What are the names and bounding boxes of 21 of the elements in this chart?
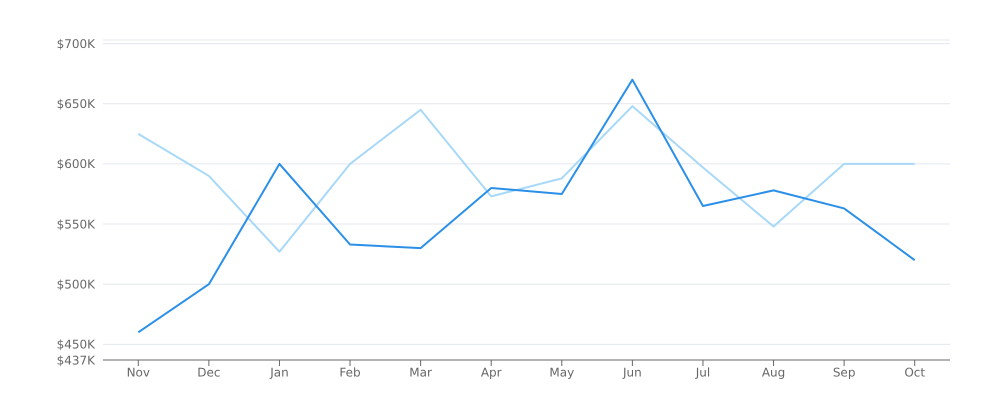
x-tick-label: Mar bbox=[409, 366, 432, 380]
y-tick-label: $437K bbox=[56, 353, 96, 368]
line-series bbox=[137, 78, 916, 334]
x-tick-label: Jan bbox=[269, 366, 289, 380]
y-tick-label: $550K bbox=[56, 217, 96, 232]
y-tick-label: $450K bbox=[56, 338, 96, 352]
x-tick-label: Dec bbox=[197, 366, 220, 380]
x-tick-label: Apr bbox=[480, 366, 502, 380]
x-tick-label: Feb bbox=[339, 366, 361, 380]
y-tick-label: $700K bbox=[56, 36, 96, 51]
x-tick-label: Aug bbox=[762, 366, 786, 380]
x-tick-label: Jun bbox=[622, 366, 642, 380]
y-tick-label: $500K bbox=[56, 277, 96, 292]
y-tick-label: $650K bbox=[56, 97, 96, 112]
x-tick-label: Oct bbox=[904, 366, 926, 380]
line-series bbox=[137, 105, 916, 253]
y-tick-label: $600K bbox=[56, 157, 96, 172]
x-tick-label: Jul bbox=[694, 366, 710, 380]
x-tick-label: Nov bbox=[126, 366, 150, 380]
x-tick-label: May bbox=[549, 366, 574, 380]
x-tick-label: Sep bbox=[832, 366, 856, 380]
